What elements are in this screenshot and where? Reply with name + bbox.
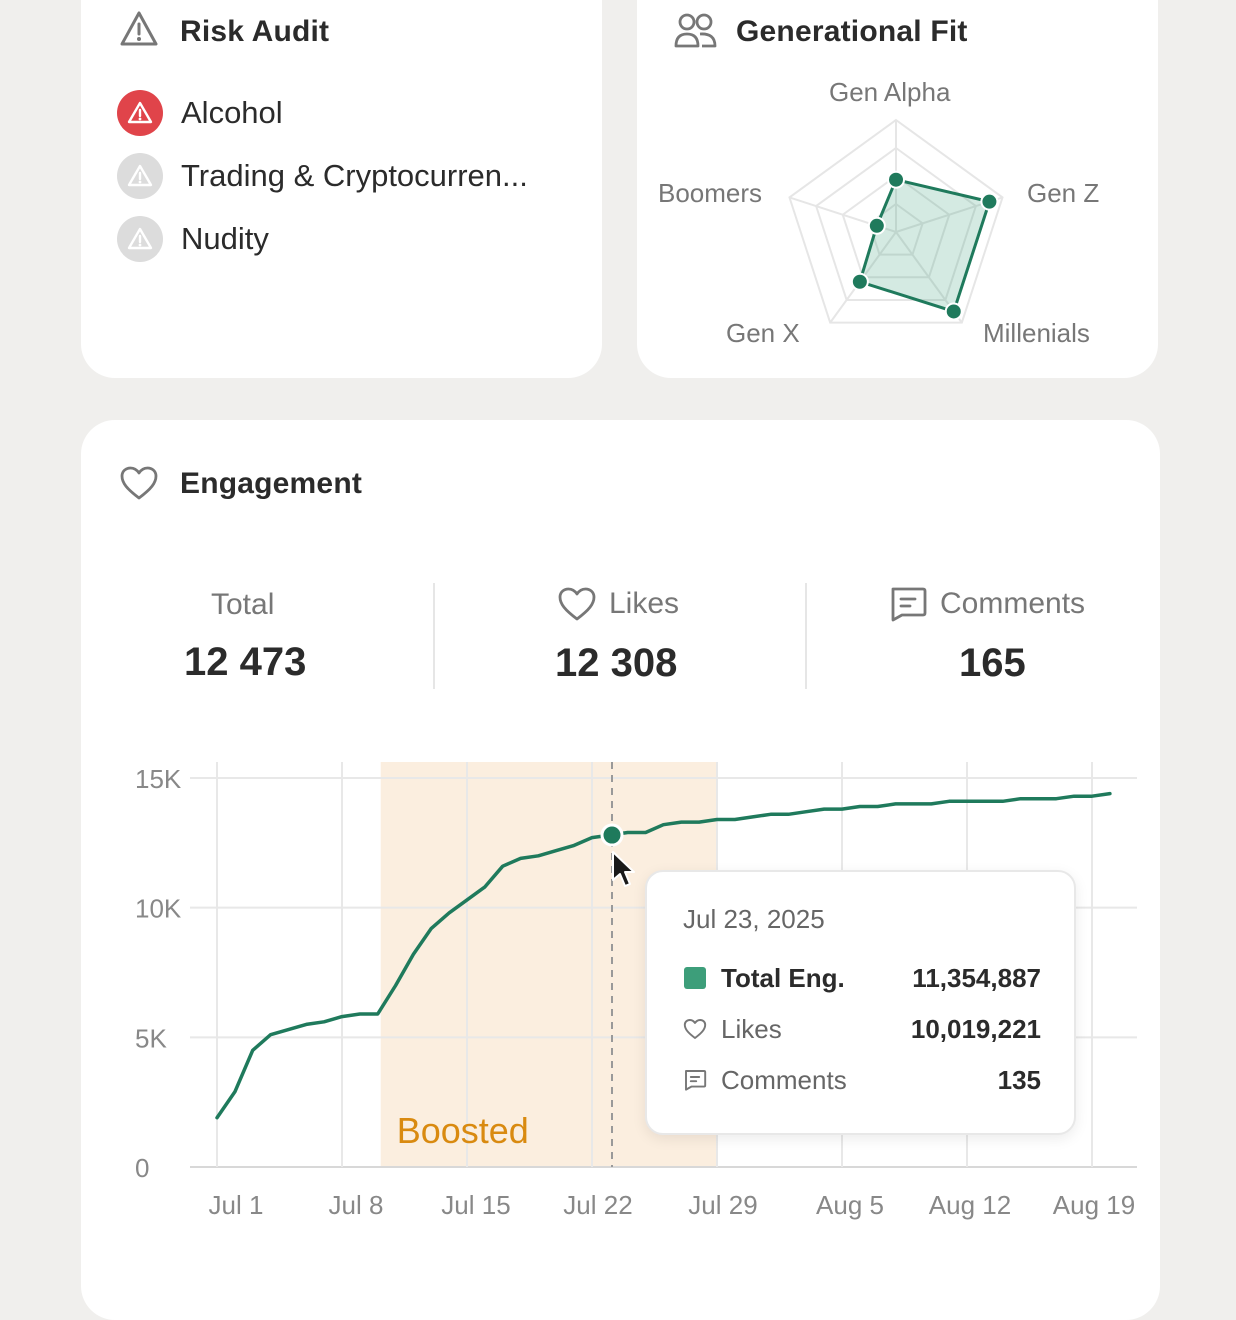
likes-label: Likes <box>609 587 680 620</box>
total-value: 12 473 <box>184 640 307 684</box>
radar-axis-label: Millenials <box>983 318 1090 348</box>
tooltip-series-name: Comments <box>721 1064 847 1095</box>
risk-audit-title: Risk Audit <box>180 15 330 48</box>
radar-grid-ring <box>841 174 951 279</box>
risk-item-label: Alcohol <box>181 95 283 130</box>
radar-grid-ring <box>788 118 1004 324</box>
radar-chart <box>788 118 1004 324</box>
tooltip-series-value: 10,019,221 <box>910 1013 1041 1044</box>
tooltip-row-comments: Comments 135 <box>683 1063 1041 1097</box>
stat-divider <box>433 583 435 689</box>
x-tick-label: Jul 8 <box>329 1190 384 1220</box>
mouse-cursor-icon <box>612 851 635 887</box>
comment-icon <box>683 1068 707 1092</box>
x-tick-label: Jul 22 <box>563 1190 632 1220</box>
warning-triangle-icon <box>127 164 153 187</box>
tooltip-row-likes: Likes 10,019,221 <box>683 1012 1041 1046</box>
y-tick-label: 0 <box>135 1153 149 1183</box>
warning-triangle-icon <box>127 227 153 250</box>
hover-point[interactable] <box>600 823 624 847</box>
clear-badge <box>117 216 163 262</box>
x-tick-label: Jul 29 <box>688 1190 757 1220</box>
heart-icon <box>120 466 158 500</box>
comments-stat: Comments <box>888 586 1085 622</box>
risk-item-nudity[interactable]: Nudity <box>117 216 269 262</box>
alert-badge <box>117 90 163 136</box>
radar-point-boomers[interactable] <box>867 216 886 235</box>
radar-point-gen-z[interactable] <box>980 192 999 211</box>
warning-triangle-icon <box>127 101 153 124</box>
risk-item-trading[interactable]: Trading & Cryptocurren... <box>117 153 528 199</box>
stat-divider <box>805 583 807 689</box>
radar-point-millenials[interactable] <box>944 302 963 321</box>
risk-item-label: Trading & Cryptocurren... <box>181 158 528 193</box>
comments-value: 165 <box>959 641 1026 685</box>
generational-fit-card: Generational Fit Gen Alpha Gen Z Milleni… <box>637 0 1158 378</box>
tooltip-row-total: Total Eng. 11,354,887 <box>683 961 1041 995</box>
likes-stat: Likes <box>557 586 679 622</box>
risk-item-label: Nudity <box>181 221 269 256</box>
comment-icon <box>891 587 927 622</box>
radar-point-gen-alpha[interactable] <box>887 170 905 189</box>
risk-audit-card: Risk Audit Alcohol Trading & Cryptocurre… <box>81 0 602 378</box>
y-tick-label: 10K <box>135 894 182 924</box>
tooltip-series-name: Likes <box>721 1013 782 1044</box>
comments-label: Comments <box>940 587 1086 620</box>
heart-icon <box>683 1017 707 1041</box>
risk-item-alcohol[interactable]: Alcohol <box>117 90 283 136</box>
tooltip-series-value: 135 <box>997 1064 1041 1095</box>
total-label: Total <box>211 588 275 621</box>
series-swatch <box>683 966 707 990</box>
clear-badge <box>117 153 163 199</box>
likes-value: 12 308 <box>555 641 678 685</box>
tooltip-date: Jul 23, 2025 <box>683 904 825 934</box>
y-tick-label: 5K <box>135 1023 167 1053</box>
chart-tooltip: Jul 23, 2025 Total Eng. 11,354,887 Likes… <box>645 870 1076 1135</box>
y-tick-label: 15K <box>135 764 182 794</box>
users-icon <box>674 13 717 48</box>
warning-triangle-icon <box>120 11 158 46</box>
radar-axis-label: Gen X <box>726 318 800 348</box>
heart-icon <box>558 587 596 621</box>
radar-axis-label: Gen Z <box>1027 178 1100 208</box>
boosted-label: Boosted <box>397 1110 529 1151</box>
radar-axis-label: Gen Alpha <box>829 77 951 107</box>
x-tick-label: Jul 1 <box>209 1190 264 1220</box>
total-engagement-line <box>215 791 1112 1120</box>
engagement-title: Engagement <box>180 467 363 500</box>
radar-point-gen-x[interactable] <box>850 272 869 291</box>
tooltip-series-value: 11,354,887 <box>912 962 1041 993</box>
x-tick-label: Aug 19 <box>1053 1190 1135 1220</box>
x-tick-label: Aug 12 <box>929 1190 1011 1220</box>
x-tick-label: Aug 5 <box>816 1190 884 1220</box>
x-tick-label: Jul 15 <box>441 1190 510 1220</box>
generational-fit-title: Generational Fit <box>736 15 968 48</box>
tooltip-series-name: Total Eng. <box>721 962 845 993</box>
radar-axis-label: Boomers <box>658 178 763 208</box>
